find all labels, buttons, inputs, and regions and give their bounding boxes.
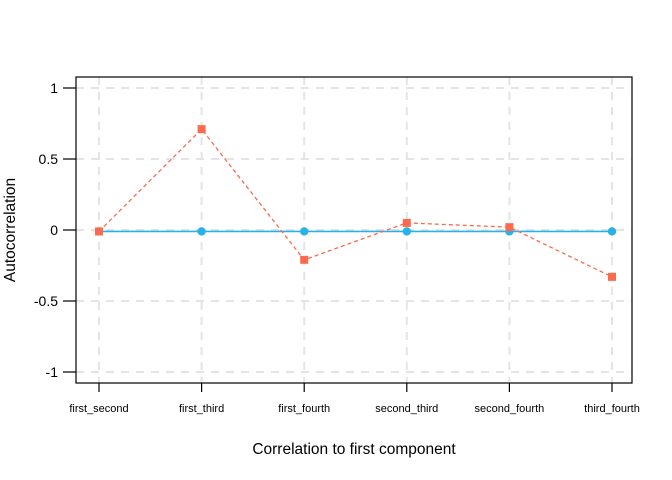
data-point-cyan-solid-series — [402, 227, 411, 236]
y-tick-label: 0 — [50, 222, 58, 238]
series-line-red-dashed-series — [98, 128, 613, 278]
data-point-red-dashed-series — [402, 218, 411, 227]
data-point-cyan-solid-series — [197, 227, 206, 236]
x-tick-label: first_third — [179, 403, 224, 415]
y-axis-title: Autocorrelation — [2, 178, 19, 282]
x-tick-label: second_third — [375, 403, 438, 415]
y-tick-label: -0.5 — [34, 293, 58, 309]
x-tick-label: second_fourth — [475, 403, 545, 415]
x-tick-label: first_fourth — [278, 403, 330, 415]
data-point-red-dashed-series — [505, 223, 514, 232]
y-tick-label: -1 — [46, 364, 59, 380]
x-tick-label: third_fourth — [584, 403, 640, 415]
data-point-red-dashed-series — [300, 255, 309, 264]
x-tick-label: first_second — [69, 403, 128, 415]
data-point-cyan-solid-series — [300, 227, 309, 236]
data-point-cyan-solid-series — [607, 227, 617, 236]
plot-area: 1 0.5 0 -0.5 -1 first_second first_third first_… — [34, 76, 640, 415]
data-point-red-dashed-series — [197, 125, 206, 134]
plot-border — [75, 76, 633, 384]
data-point-red-dashed-series — [608, 272, 616, 281]
data-point-red-dashed-series — [95, 227, 103, 236]
y-tick-label: 1 — [50, 80, 58, 96]
y-tick-label: 0.5 — [39, 151, 59, 167]
x-axis-title: Correlation to first component — [252, 441, 456, 458]
